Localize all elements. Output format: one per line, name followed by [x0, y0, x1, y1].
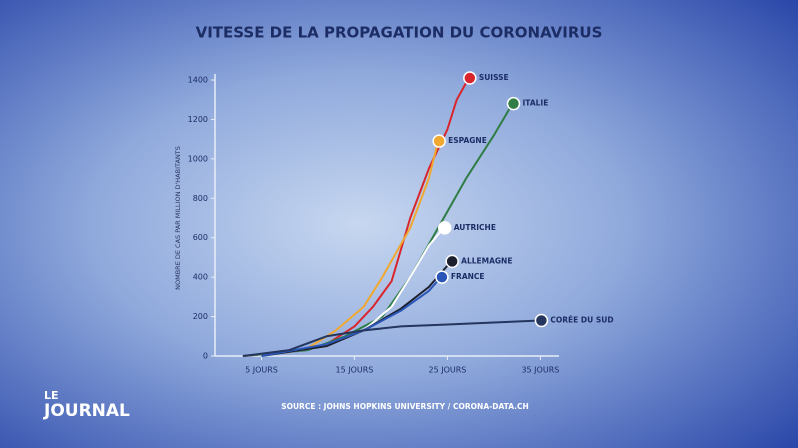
- x-tick-label: 15 JOURS: [336, 366, 374, 375]
- series-marker: [506, 96, 521, 111]
- y-tick-label: 600: [193, 233, 208, 242]
- y-axis-label: NOMBRE DE CAS PAR MILLION D'HABITANTS: [174, 146, 182, 290]
- y-tick-label: 1400: [188, 76, 208, 85]
- series-line: [261, 276, 442, 357]
- y-tick-label: 800: [193, 194, 208, 203]
- series-line: [242, 319, 541, 357]
- legend-label: ITALIE: [523, 99, 549, 108]
- series-marker: [437, 221, 452, 235]
- logo: LE: [44, 389, 59, 402]
- source: SOURCE : JOHNS HOPKINS UNIVERSITY / CORO…: [281, 402, 529, 411]
- legend-label: AUTRICHE: [454, 223, 496, 232]
- series-marker: [534, 313, 549, 328]
- series-marker: [432, 134, 446, 148]
- y-tick-label: 400: [193, 273, 208, 282]
- legend-label: SUISSE: [479, 73, 509, 82]
- logo: JOURNAL: [43, 401, 130, 421]
- y-tick-label: 0: [203, 352, 208, 361]
- x-tick-label: 25 JOURS: [428, 366, 466, 375]
- y-tick-label: 1000: [188, 154, 208, 163]
- series-line: [261, 140, 440, 357]
- legend-label: ESPAGNE: [448, 136, 487, 145]
- chart-title: VITESSE DE LA PROPAGATION DU CORONAVIRUS: [196, 24, 603, 42]
- series-marker: [463, 71, 477, 85]
- x-tick-label: 5 JOURS: [245, 366, 278, 375]
- x-tick-label: 35 JOURS: [521, 366, 559, 375]
- y-tick-label: 200: [193, 312, 208, 321]
- series-marker: [435, 270, 449, 284]
- legend-label: FRANCE: [451, 272, 485, 281]
- series-marker: [445, 254, 459, 269]
- legend-label: ALLEMAGNE: [461, 256, 512, 265]
- y-tick-label: 1200: [188, 115, 208, 124]
- legend-label: CORÉE DU SUD: [550, 316, 613, 325]
